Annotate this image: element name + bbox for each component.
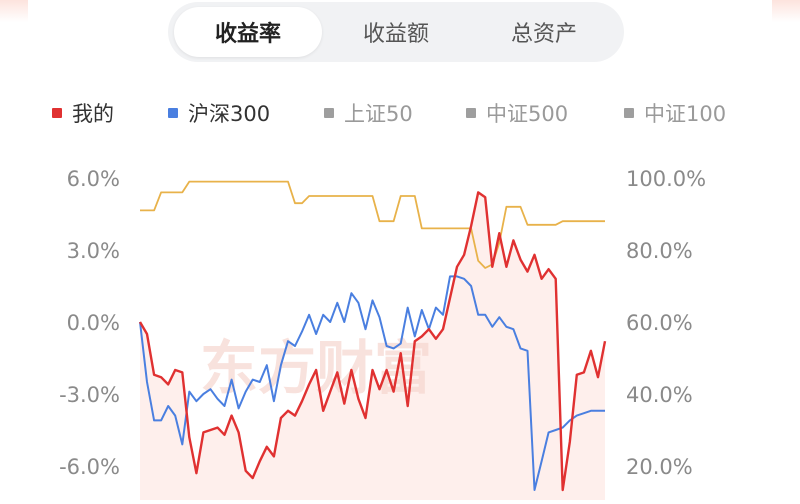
y-left-tick-label: 3.0% [67,239,120,263]
y-right-tick-label: 60.0% [626,311,693,335]
legend-swatch-zz500 [466,108,476,118]
y-right-tick-label: 20.0% [626,455,693,479]
chart-legend: 我的 沪深300 上证50 中证500 中证100 [52,96,800,130]
hs300-line [139,275,605,491]
y-right-tick-label: 40.0% [626,383,693,407]
legend-label: 中证100 [644,102,727,126]
tab-return-amount[interactable]: 收益额 [362,22,429,47]
legend-swatch-mine [52,108,62,118]
legend-item-mine[interactable]: 我的 [52,96,114,130]
legend-item-hs300[interactable]: 沪深300 [168,96,270,130]
page-edge-left [0,0,28,22]
legend-label: 我的 [72,102,114,126]
legend-swatch-zz100 [624,108,634,118]
y-left-tick-label: 0.0% [67,311,120,335]
position-line [140,180,605,269]
y-left-tick-label: -3.0% [59,383,120,407]
mine-line [138,191,607,492]
y-right-tick-label: 100.0% [626,167,706,191]
tab-return-rate[interactable]: 收益率 [174,7,322,57]
mine-area-fill [140,192,605,500]
legend-swatch-hs300 [168,108,178,118]
legend-item-zz500[interactable]: 中证500 [466,96,568,130]
return-chart-svg: 东方财富 6.0%3.0%0.0%-3.0%-6.0%100.0%80.0%60… [59,167,706,500]
segmented-tabs: 收益率 收益额 总资产 [168,2,624,62]
y-left-tick-label: 6.0% [67,167,120,191]
legend-label: 沪深300 [188,102,271,126]
y-right-tick-label: 80.0% [626,239,693,263]
legend-label: 上证50 [344,102,413,126]
legend-label: 中证500 [486,102,569,126]
return-chart[interactable]: 东方财富 6.0% 3.0% 0.0% -3.0% -6.0% 100.0% 80.0% 60… [0,140,800,500]
y-left-tick-label: -6.0% [59,455,120,479]
legend-swatch-sz50 [324,108,334,118]
legend-item-sz50[interactable]: 上证50 [324,96,413,130]
legend-item-zz100[interactable]: 中证100 [624,96,726,130]
page-edge-right [772,0,800,22]
tab-total-assets[interactable]: 总资产 [510,22,577,47]
